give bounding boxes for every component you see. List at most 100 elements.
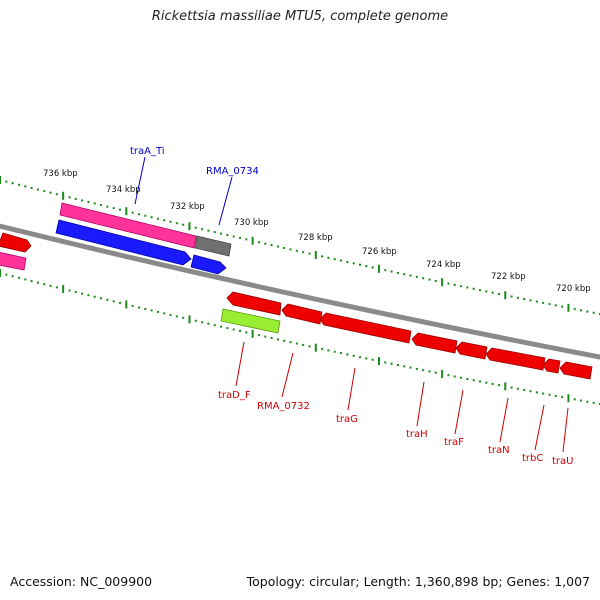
minor-tick	[403, 273, 406, 276]
minor-tick	[302, 251, 305, 254]
minor-tick	[302, 343, 305, 346]
minor-tick	[112, 207, 115, 210]
genome-backbone	[0, 223, 600, 360]
scale-label: 730 kbp	[234, 218, 269, 228]
minor-tick	[554, 304, 557, 307]
minor-tick	[491, 291, 494, 294]
gene-label[interactable]: traA_Ti	[130, 146, 165, 157]
minor-tick	[112, 300, 115, 303]
minor-tick	[542, 392, 545, 395]
minor-tick	[295, 342, 298, 345]
minor-tick	[220, 325, 223, 328]
gene-blue-2[interactable]	[190, 254, 227, 275]
minor-tick	[295, 249, 298, 252]
minor-tick	[516, 296, 519, 299]
minor-tick	[106, 298, 109, 301]
gene-traD_F-lime[interactable]	[220, 308, 281, 334]
gene-labels-bottom: traD_F RMA_0732 traG traH traF traN trbC…	[218, 390, 573, 467]
minor-tick	[175, 222, 178, 225]
minor-tick	[340, 259, 343, 262]
gene-label[interactable]: traN	[488, 445, 510, 456]
minor-tick	[472, 287, 475, 290]
gene-label[interactable]: RMA_0732	[257, 401, 310, 412]
gene-label[interactable]: traD_F	[218, 390, 251, 401]
gene-traU[interactable]	[559, 361, 593, 380]
gene-blue-1[interactable]	[55, 219, 192, 266]
minor-tick	[352, 262, 355, 265]
minor-tick	[466, 378, 469, 381]
gene-traG[interactable]	[319, 312, 412, 344]
minor-tick	[542, 301, 545, 304]
minor-tick	[100, 297, 103, 300]
gene-left-red[interactable]	[0, 232, 32, 253]
minor-tick	[5, 180, 8, 183]
minor-tick	[156, 217, 159, 220]
gene-label[interactable]: traG	[336, 414, 358, 425]
gene-labels-top: traA_Ti RMA_0734	[130, 146, 259, 177]
minor-tick	[321, 348, 324, 351]
minor-tick	[81, 292, 84, 295]
minor-tick	[573, 308, 576, 311]
minor-tick	[485, 381, 488, 384]
minor-tick	[182, 316, 185, 319]
gene-traN[interactable]	[485, 347, 546, 371]
minor-tick	[352, 354, 355, 357]
genome-stats-text: Topology: circular; Length: 1,360,898 bp…	[246, 574, 590, 589]
minor-tick	[5, 273, 8, 276]
gene-traF[interactable]	[455, 341, 488, 360]
minor-tick	[586, 310, 589, 313]
minor-tick	[30, 186, 33, 189]
gene-label[interactable]: RMA_0734	[206, 166, 259, 177]
gene-label[interactable]: traH	[406, 429, 428, 440]
gene-trbC[interactable]	[542, 358, 561, 374]
gene-traH[interactable]	[411, 332, 458, 354]
minor-tick	[548, 303, 551, 306]
gene-label[interactable]: traU	[552, 456, 573, 467]
minor-tick	[384, 361, 387, 364]
minor-tick	[289, 248, 292, 251]
reverse-features	[220, 291, 593, 380]
minor-tick	[422, 277, 425, 280]
scale-labels: 736 kbp 734 kbp 732 kbp 730 kbp 728 kbp …	[43, 169, 591, 294]
minor-tick	[87, 294, 90, 297]
minor-tick	[43, 190, 46, 193]
minor-tick	[573, 398, 576, 401]
minor-tick	[453, 375, 456, 378]
gene-traA_Ti[interactable]	[59, 202, 197, 249]
minor-tick	[592, 311, 595, 314]
minor-tick	[529, 390, 532, 393]
gene-label[interactable]: traF	[444, 437, 464, 448]
minor-tick	[371, 358, 374, 361]
minor-tick	[163, 219, 166, 222]
minor-tick	[384, 269, 387, 272]
minor-tick	[119, 301, 121, 304]
scale-label: 732 kbp	[170, 202, 205, 212]
minor-tick	[592, 401, 595, 404]
minor-tick	[497, 384, 500, 387]
minor-tick	[17, 276, 20, 279]
minor-tick	[144, 307, 147, 310]
minor-tick	[194, 319, 197, 322]
minor-tick	[409, 366, 412, 369]
gene-traD_F-red[interactable]	[226, 291, 282, 316]
minor-tick	[201, 228, 204, 231]
minor-tick	[428, 278, 431, 281]
minor-tick	[333, 350, 336, 353]
minor-tick	[264, 242, 267, 245]
minor-tick	[270, 244, 273, 247]
minor-tick	[340, 352, 343, 355]
minor-tick	[49, 284, 52, 287]
gene-label[interactable]: trbC	[522, 453, 543, 464]
minor-tick	[283, 339, 286, 342]
gene-RMA_0734-grey[interactable]	[194, 235, 232, 257]
minor-tick	[150, 309, 153, 312]
minor-tick	[434, 371, 437, 374]
minor-tick	[144, 214, 147, 217]
gene-RMA_0732[interactable]	[281, 303, 323, 325]
minor-tick	[535, 300, 538, 303]
minor-tick	[554, 394, 557, 397]
minor-tick	[156, 310, 159, 313]
upper-tick-track	[0, 176, 600, 315]
gene-left-pink[interactable]	[0, 252, 27, 271]
minor-tick	[93, 202, 96, 205]
